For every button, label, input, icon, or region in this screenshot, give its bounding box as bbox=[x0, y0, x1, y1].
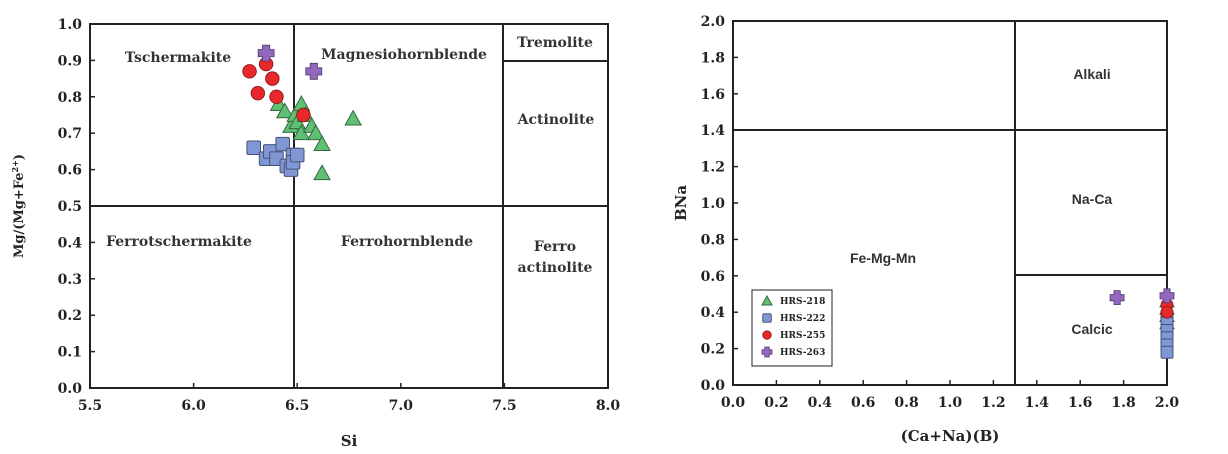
right-y-axis-label: BNa bbox=[672, 185, 690, 221]
left-y-tick-label: 0.9 bbox=[58, 53, 82, 69]
left-x-tick-label: 5.5 bbox=[78, 398, 102, 414]
right-data-points bbox=[1109, 288, 1175, 359]
right-point-hrs-263 bbox=[1159, 288, 1175, 304]
left-y-axis-label-close: ) bbox=[12, 154, 27, 160]
chart-right: Alkali Na-Ca Fe-Mg-Mn Calcic 0.0 0.2 0.4 0.… bbox=[672, 14, 1179, 445]
left-x-tick-label: 7.0 bbox=[389, 398, 414, 414]
left-point-hrs-255 bbox=[265, 71, 280, 86]
right-y-tick-label: 1.4 bbox=[701, 123, 726, 139]
left-y-tick-label: 0.1 bbox=[58, 345, 82, 361]
region-fe-mg-mn: Fe-Mg-Mn bbox=[850, 250, 916, 266]
left-y-tick-label: 1.0 bbox=[58, 17, 83, 33]
region-na-ca: Na-Ca bbox=[1072, 191, 1113, 207]
right-x-tick-label: 0.4 bbox=[808, 395, 833, 411]
right-y-tick-label: 1.0 bbox=[701, 196, 726, 212]
left-y-axis-label-main: Mg/(Mg+Fe bbox=[12, 172, 27, 258]
legend-label-hrs-222: HRS-222 bbox=[780, 314, 825, 324]
right-y-tick-label: 0.8 bbox=[701, 232, 725, 248]
region-ferro-actinolite-line2: actinolite bbox=[518, 260, 593, 276]
right-y-tick-label: 0.6 bbox=[701, 269, 725, 285]
right-y-tick-label: 1.8 bbox=[701, 50, 725, 66]
left-x-tick-label: 8.0 bbox=[596, 398, 621, 414]
left-y-tick-label: 0.8 bbox=[58, 90, 82, 106]
left-point-hrs-255 bbox=[296, 107, 311, 123]
left-point-hrs-255 bbox=[250, 85, 266, 101]
right-x-tick-label: 0.8 bbox=[894, 395, 918, 411]
right-y-tick-label: 2.0 bbox=[701, 14, 726, 30]
right-x-ticks: 0.0 0.2 0.4 0.6 0.8 1.0 1.2 1.4 1.6 1.8 2.0 bbox=[721, 380, 1180, 411]
chart-left: Tschermakite Magnesiohornblende Tremolit… bbox=[10, 17, 620, 450]
left-point-hrs-255 bbox=[269, 89, 284, 105]
legend: HRS-218 HRS-222 HRS-255 HRS-263 bbox=[751, 289, 833, 367]
right-x-tick-label: 1.8 bbox=[1111, 395, 1135, 411]
left-y-axis-label: Mg/(Mg+Fe2+) bbox=[10, 154, 27, 258]
right-point-hrs-263 bbox=[1109, 290, 1125, 306]
legend-label-hrs-218: HRS-218 bbox=[780, 297, 825, 307]
left-y-tick-label: 0.5 bbox=[58, 199, 82, 215]
left-point-hrs-218 bbox=[313, 164, 331, 181]
left-point-hrs-218 bbox=[313, 135, 331, 152]
region-magnesiohornblende: Magnesiohornblende bbox=[321, 47, 487, 63]
left-point-hrs-218 bbox=[344, 109, 362, 126]
legend-entries: HRS-218 HRS-222 HRS-255 HRS-263 bbox=[761, 294, 825, 358]
region-ferro-actinolite-line1: Ferro bbox=[534, 239, 576, 255]
left-y-tick-label: 0.7 bbox=[58, 126, 82, 142]
legend-label-hrs-255: HRS-255 bbox=[780, 331, 825, 341]
left-y-tick-label: 0.3 bbox=[58, 272, 82, 288]
right-x-tick-label: 1.4 bbox=[1025, 395, 1050, 411]
right-x-tick-label: 1.0 bbox=[938, 395, 963, 411]
left-x-tick-label: 7.5 bbox=[492, 398, 516, 414]
left-x-tick-label: 6.5 bbox=[285, 398, 309, 414]
region-calcic: Calcic bbox=[1071, 321, 1112, 337]
left-point-hrs-222 bbox=[289, 147, 305, 163]
left-y-ticks: 0.0 0.1 0.2 0.3 0.4 0.5 0.6 0.7 0.8 0.9 1.0 bbox=[58, 17, 95, 397]
left-point-hrs-222 bbox=[275, 136, 290, 152]
right-x-tick-label: 1.6 bbox=[1068, 395, 1092, 411]
region-alkali: Alkali bbox=[1073, 66, 1110, 82]
region-ferrohornblende: Ferrohornblende bbox=[341, 234, 473, 250]
left-x-ticks: 5.5 6.0 6.5 7.0 7.5 8.0 bbox=[78, 383, 621, 414]
left-point-hrs-255 bbox=[242, 64, 257, 79]
legend-label-hrs-263: HRS-263 bbox=[780, 348, 825, 358]
left-point-hrs-263 bbox=[305, 62, 323, 80]
legend-marker-hrs-218 bbox=[761, 294, 773, 306]
left-y-axis-label-sup: 2+ bbox=[10, 160, 20, 172]
left-point-hrs-218 bbox=[275, 102, 294, 119]
region-actinolite: Actinolite bbox=[517, 112, 595, 128]
left-x-axis-label: Si bbox=[341, 432, 358, 450]
region-tschermakite: Tschermakite bbox=[125, 50, 231, 66]
region-tremolite: Tremolite bbox=[517, 35, 593, 51]
right-y-tick-label: 1.2 bbox=[701, 160, 725, 176]
right-y-tick-label: 0.4 bbox=[701, 305, 726, 321]
right-x-tick-label: 2.0 bbox=[1155, 395, 1180, 411]
right-x-axis-label: (Ca+Na)(B) bbox=[901, 427, 1000, 445]
right-point-hrs-222 bbox=[1160, 345, 1174, 359]
left-y-tick-label: 0.0 bbox=[58, 381, 83, 397]
right-y-tick-label: 0.2 bbox=[701, 342, 725, 358]
right-point-hrs-255 bbox=[1160, 305, 1174, 319]
left-point-hrs-263 bbox=[257, 44, 275, 62]
right-y-tick-label: 0.0 bbox=[701, 378, 726, 394]
left-data-points bbox=[242, 44, 362, 181]
right-x-tick-label: 1.2 bbox=[981, 395, 1005, 411]
right-x-tick-label: 0.6 bbox=[851, 395, 875, 411]
right-y-tick-label: 1.6 bbox=[701, 87, 725, 103]
region-ferrotschermakite: Ferrotschermakite bbox=[106, 234, 252, 250]
right-x-tick-label: 0.0 bbox=[721, 395, 746, 411]
left-x-tick-label: 6.0 bbox=[181, 398, 206, 414]
legend-marker-hrs-222 bbox=[762, 313, 772, 323]
right-x-tick-label: 0.2 bbox=[764, 395, 788, 411]
legend-marker-hrs-263 bbox=[761, 346, 773, 358]
left-y-tick-label: 0.4 bbox=[58, 235, 83, 251]
left-point-hrs-218 bbox=[306, 124, 325, 141]
left-y-tick-label: 0.2 bbox=[58, 308, 82, 324]
left-point-hrs-222 bbox=[246, 140, 261, 156]
legend-marker-hrs-255 bbox=[762, 330, 772, 340]
right-y-ticks: 0.0 0.2 0.4 0.6 0.8 1.0 1.2 1.4 1.6 1.8 2.0 bbox=[701, 14, 738, 394]
left-y-tick-label: 0.6 bbox=[58, 163, 82, 179]
